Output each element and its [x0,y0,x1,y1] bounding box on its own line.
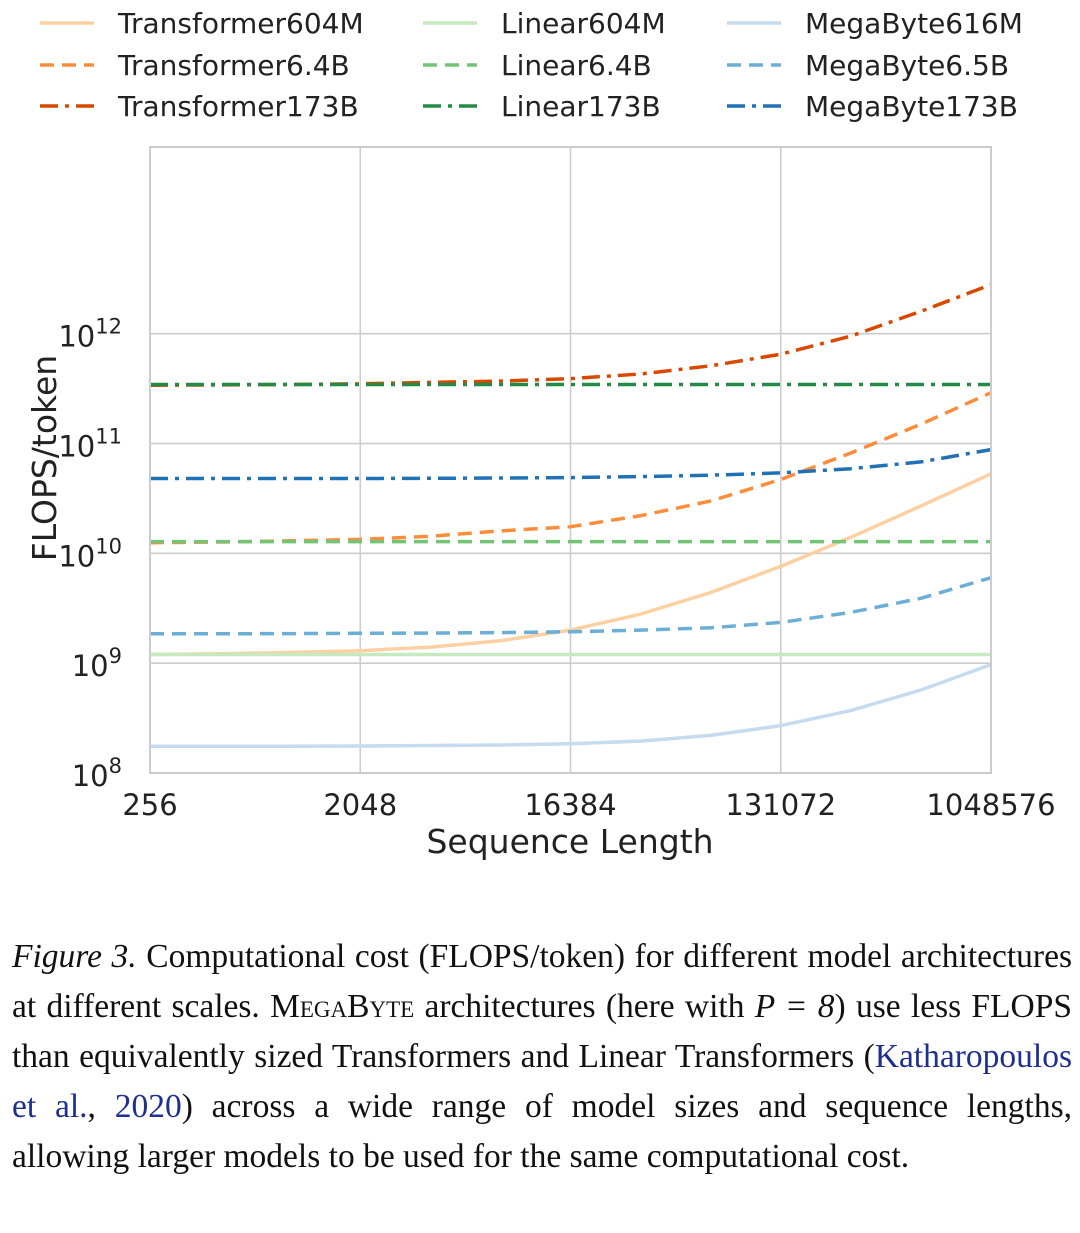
plot-frame [149,146,992,774]
legend-label: MegaByte616M [805,7,1023,40]
caption-text-2: architectures (here with [414,988,755,1025]
y-tick-label: 1010 [58,534,122,573]
legend-label: MegaByte6.5B [805,49,1009,82]
legend-label: MegaByte173B [805,90,1018,123]
chart-grid [149,147,992,774]
citation-separator: , [87,1088,115,1125]
chart-series [149,282,992,749]
x-tick-label: 2048 [323,788,397,822]
legend-item: Transformer604M [40,7,364,40]
legend-item: MegaByte6.5B [727,49,1009,82]
flops-chart: Transformer604M Transformer6.4B Transforme… [25,7,1056,861]
chart-legend: Transformer604M Transformer6.4B Transforme… [40,7,1023,123]
y-tick-label: 108 [72,754,122,793]
caption-math: P = 8 [754,988,835,1025]
x-tick-label: 256 [122,788,177,822]
legend-label: Transformer173B [117,90,359,123]
x-tick-label: 131072 [725,788,836,822]
citation-year-link[interactable]: 2020 [114,1088,182,1125]
caption-text-1: Computational cost (FLOPS/token) for dif… [12,938,1072,1025]
figure-label: Figure 3. [12,938,137,975]
caption-text-3: ) use less FLOPS than equivalently sized… [12,988,1072,1075]
y-tick-label: 1011 [58,425,122,464]
legend-item: MegaByte616M [727,7,1023,40]
legend-item: MegaByte173B [727,90,1018,123]
legend-item: Linear604M [423,7,666,40]
caption-megabyte: MegaByte [270,988,415,1025]
legend-item: Transformer173B [40,90,359,123]
x-tick-label: 16384 [524,788,616,822]
legend-label: Transformer6.4B [117,49,350,82]
series-line-megabyte173b [150,447,992,481]
legend-item: Linear173B [423,90,661,123]
figure-caption: Figure 3. Computational cost (FLOPS/toke… [12,932,1072,1182]
y-tick-label: 109 [72,644,122,683]
citation-authors-link[interactable]: Katharopoulos et al. [12,1038,1072,1125]
y-tick-label: 1012 [58,315,122,354]
caption-text-4: ) across a wide range of model sizes and… [12,1088,1073,1175]
x-axis-ticks: 256 2048 16384 131072 1048576 [122,788,1055,822]
series-line-megabyte6-5b [150,576,992,636]
legend-item: Transformer6.4B [40,49,350,82]
legend-label: Linear6.4B [501,49,652,82]
x-axis-label: Sequence Length [426,822,713,861]
legend-label: Linear604M [501,7,666,40]
legend-label: Transformer604M [117,7,364,40]
legend-item: Linear6.4B [423,49,652,82]
legend-label: Linear173B [501,90,661,123]
series-line-megabyte616m [150,662,992,749]
y-axis-label: FLOPS/token [25,355,64,561]
x-tick-label: 1048576 [926,788,1055,822]
y-axis-ticks: 108 109 1010 1011 1012 [58,315,122,793]
